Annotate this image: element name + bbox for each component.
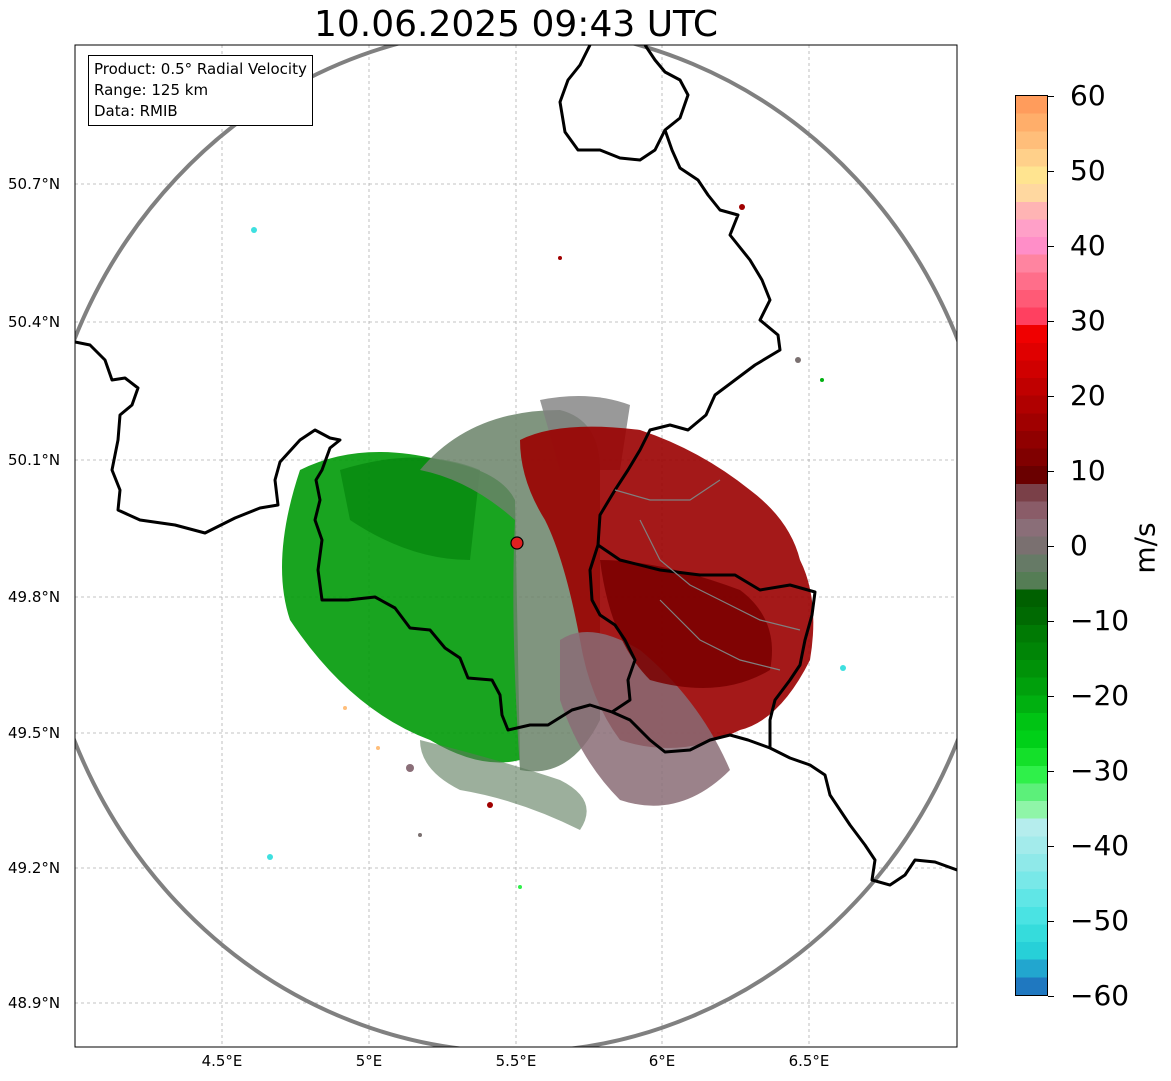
colorbar-tick-mark bbox=[1048, 771, 1054, 772]
colorbar-tick: 10 bbox=[1070, 454, 1106, 487]
colorbar-tick: 20 bbox=[1070, 379, 1106, 412]
lon-tick: 4.5°E bbox=[201, 1052, 243, 1070]
info-data: Data: RMIB bbox=[94, 102, 178, 120]
colorbar-tick: −20 bbox=[1070, 679, 1130, 712]
colorbar-tick-mark bbox=[1048, 621, 1054, 622]
colorbar-tick-mark bbox=[1048, 546, 1054, 547]
lat-tick: 50.7°N bbox=[8, 175, 61, 193]
colorbar-tick: −30 bbox=[1070, 754, 1130, 787]
lat-tick: 50.1°N bbox=[8, 451, 61, 469]
radar-site-marker bbox=[510, 536, 524, 550]
colorbar-tick-mark bbox=[1048, 846, 1054, 847]
colorbar-tick-mark bbox=[1048, 96, 1054, 97]
colorbar-tick-mark bbox=[1048, 996, 1054, 997]
lon-tick: 5.5°E bbox=[495, 1052, 537, 1070]
lat-tick: 49.2°N bbox=[8, 859, 61, 877]
info-product: Product: 0.5° Radial Velocity bbox=[94, 60, 307, 78]
colorbar-tick-mark bbox=[1048, 471, 1054, 472]
lon-tick: 6°E bbox=[648, 1052, 676, 1070]
colorbar-tick: −40 bbox=[1070, 829, 1130, 862]
lat-tick: 49.8°N bbox=[8, 588, 61, 606]
colorbar-tick-mark bbox=[1048, 696, 1054, 697]
lat-tick: 48.9°N bbox=[8, 994, 61, 1012]
map-title: 10.06.2025 09:43 UTC bbox=[313, 4, 719, 45]
lon-tick: 6.5°E bbox=[788, 1052, 830, 1070]
colorbar-tick: 60 bbox=[1070, 79, 1106, 112]
colorbar-tick: 0 bbox=[1070, 529, 1088, 562]
info-box: Product: 0.5° Radial Velocity Range: 125… bbox=[88, 55, 313, 126]
colorbar-tick-mark bbox=[1048, 171, 1054, 172]
info-range: Range: 125 km bbox=[94, 81, 209, 99]
colorbar-unit-label: m/s bbox=[1128, 522, 1162, 574]
lon-tick: 5°E bbox=[355, 1052, 383, 1070]
velocity-field bbox=[251, 204, 846, 889]
colorbar-tick-mark bbox=[1048, 396, 1054, 397]
colorbar-tick-mark bbox=[1048, 246, 1054, 247]
colorbar-tick-mark bbox=[1048, 321, 1054, 322]
velocity-colorbar bbox=[1015, 95, 1048, 996]
map-frame bbox=[74, 44, 958, 1048]
lat-tick: 50.4°N bbox=[8, 313, 61, 331]
lat-tick: 49.5°N bbox=[8, 724, 61, 742]
province-borders bbox=[614, 479, 801, 671]
colorbar-tick-mark bbox=[1048, 921, 1054, 922]
colorbar-tick: 40 bbox=[1070, 229, 1106, 262]
colorbar-tick: 30 bbox=[1070, 304, 1106, 337]
colorbar-tick: 50 bbox=[1070, 154, 1106, 187]
colorbar-tick: −10 bbox=[1070, 604, 1130, 637]
colorbar-tick: −60 bbox=[1070, 979, 1130, 1012]
colorbar-tick: −50 bbox=[1070, 904, 1130, 937]
